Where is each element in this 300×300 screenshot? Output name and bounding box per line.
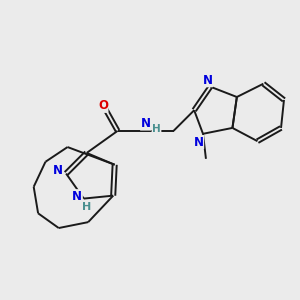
Text: N: N [194,136,204,148]
Text: H: H [82,202,91,212]
Text: O: O [98,99,108,112]
Text: N: N [53,164,63,177]
Text: N: N [72,190,82,203]
Text: N: N [202,74,212,87]
Text: H: H [152,124,161,134]
Text: N: N [141,117,151,130]
